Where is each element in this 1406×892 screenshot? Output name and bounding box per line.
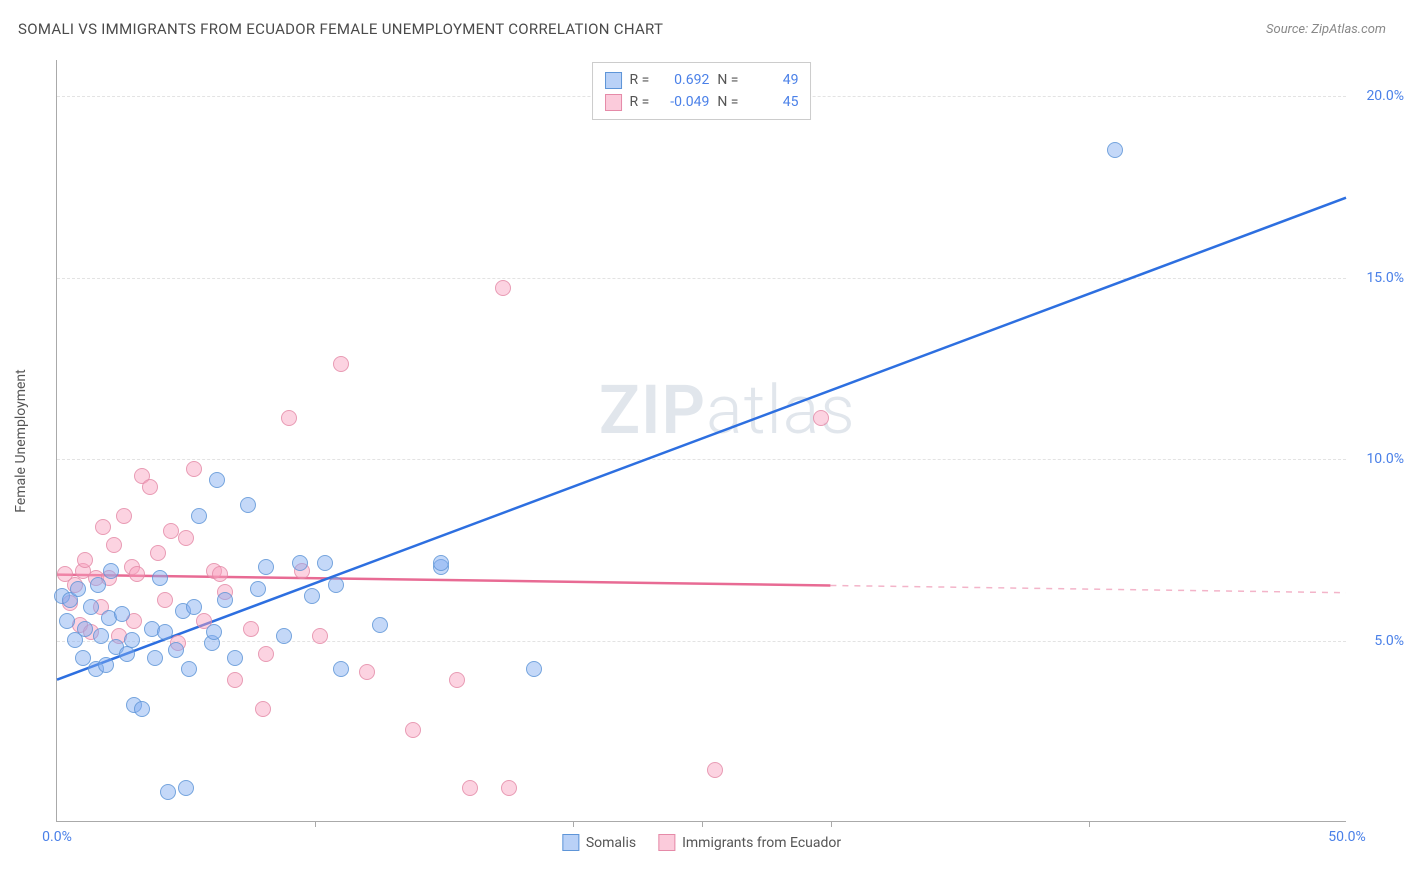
data-point (142, 479, 158, 495)
chart-title: SOMALI VS IMMIGRANTS FROM ECUADOR FEMALE… (18, 20, 663, 38)
data-point (124, 632, 140, 648)
trend-lines (57, 60, 1346, 821)
data-point (462, 780, 478, 796)
data-point (281, 410, 297, 426)
data-point (258, 646, 274, 662)
data-point (160, 784, 176, 800)
x-tick-label: 50.0% (1328, 829, 1366, 845)
x-tick-mark (573, 821, 574, 827)
x-tick-mark (831, 821, 832, 827)
legend-swatch-b (605, 94, 622, 111)
data-point (359, 664, 375, 680)
data-point (186, 461, 202, 477)
data-point (243, 621, 259, 637)
data-point (93, 628, 109, 644)
data-point (90, 577, 106, 593)
data-point (114, 606, 130, 622)
data-point (157, 624, 173, 640)
data-point (77, 621, 93, 637)
data-point (77, 552, 93, 568)
y-tick-label: 10.0% (1354, 451, 1404, 467)
x-tick-mark (315, 821, 316, 827)
data-point (317, 555, 333, 571)
legend-swatch-somalis (562, 834, 579, 851)
data-point (209, 472, 225, 488)
data-point (181, 661, 197, 677)
legend-label-b: Immigrants from Ecuador (682, 835, 841, 851)
data-point (240, 497, 256, 513)
legend-label-a: Somalis (586, 835, 636, 851)
data-point (103, 563, 119, 579)
data-point (119, 646, 135, 662)
data-point (276, 628, 292, 644)
source-label: Source: ZipAtlas.com (1266, 22, 1386, 37)
data-point (106, 537, 122, 553)
legend-swatch-ecuador (658, 834, 675, 851)
data-point (178, 530, 194, 546)
data-point (186, 599, 202, 615)
data-point (227, 650, 243, 666)
data-point (206, 624, 222, 640)
legend-swatch-a (605, 72, 622, 89)
data-point (134, 701, 150, 717)
y-tick-label: 5.0% (1354, 633, 1404, 649)
data-point (250, 581, 266, 597)
data-point (59, 613, 75, 629)
chart-plot-area: Female Unemployment ZIPatlas 5.0%10.0%15… (56, 60, 1346, 822)
data-point (255, 701, 271, 717)
data-point (212, 566, 228, 582)
data-point (147, 650, 163, 666)
legend-series: Somalis Immigrants from Ecuador (562, 834, 841, 851)
data-point (70, 581, 86, 597)
data-point (433, 555, 449, 571)
x-tick-mark (702, 821, 703, 827)
x-tick-mark (1089, 821, 1090, 827)
y-tick-label: 15.0% (1354, 270, 1404, 286)
y-axis-label: Female Unemployment (13, 369, 29, 513)
data-point (405, 722, 421, 738)
data-point (333, 661, 349, 677)
data-point (813, 410, 829, 426)
data-point (1107, 142, 1123, 158)
data-point (495, 280, 511, 296)
data-point (372, 617, 388, 633)
legend-correlation: R = 0.692 N = 49 R = -0.049 N = 45 (592, 62, 812, 120)
data-point (83, 599, 99, 615)
data-point (168, 642, 184, 658)
data-point (304, 588, 320, 604)
data-point (258, 559, 274, 575)
data-point (152, 570, 168, 586)
data-point (157, 592, 173, 608)
data-point (191, 508, 207, 524)
data-point (501, 780, 517, 796)
data-point (526, 661, 542, 677)
data-point (116, 508, 132, 524)
x-tick-label: 0.0% (42, 829, 72, 845)
data-point (217, 592, 233, 608)
data-point (449, 672, 465, 688)
data-point (328, 577, 344, 593)
data-point (227, 672, 243, 688)
data-point (95, 519, 111, 535)
y-tick-label: 20.0% (1354, 88, 1404, 104)
data-point (333, 356, 349, 372)
data-point (163, 523, 179, 539)
data-point (129, 566, 145, 582)
data-point (312, 628, 328, 644)
data-point (150, 545, 166, 561)
data-point (292, 555, 308, 571)
data-point (707, 762, 723, 778)
data-point (178, 780, 194, 796)
data-point (98, 657, 114, 673)
